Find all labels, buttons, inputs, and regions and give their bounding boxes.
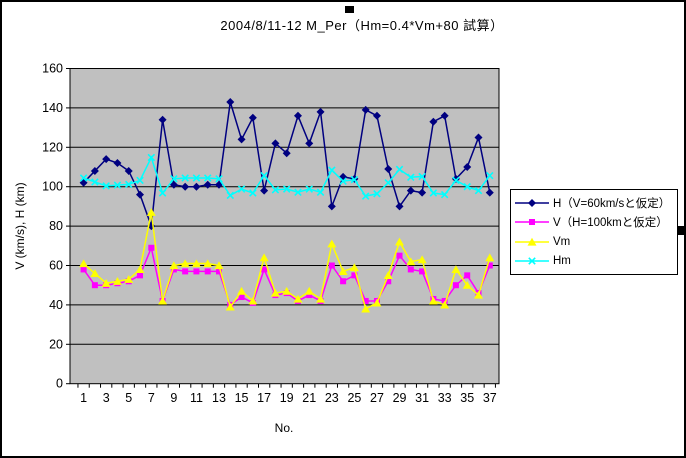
x-tick-label: 31 bbox=[415, 391, 429, 405]
x-tick-label: 15 bbox=[235, 391, 249, 405]
x-tick-label: 29 bbox=[393, 391, 407, 405]
legend-label: H（V=60km/sと仮定） bbox=[553, 197, 671, 210]
series-vm[interactable] bbox=[79, 208, 495, 313]
y-tick-label: 80 bbox=[49, 219, 63, 233]
y-tick-label: 100 bbox=[42, 180, 63, 194]
x-tick-label: 9 bbox=[170, 391, 177, 405]
legend-label: V（H=100kmと仮定） bbox=[553, 217, 668, 230]
selection-handle-top[interactable] bbox=[345, 6, 354, 13]
x-axis-title: No. bbox=[274, 421, 294, 435]
y-tick-label: 140 bbox=[42, 101, 63, 115]
x-tick-label: 25 bbox=[347, 391, 361, 405]
x-tick-label: 13 bbox=[212, 391, 226, 405]
x-tick-label: 27 bbox=[370, 391, 384, 405]
x-tick-label: 17 bbox=[257, 391, 271, 405]
legend-marker-x-icon bbox=[515, 257, 549, 266]
legend-marker-diamond-icon bbox=[515, 198, 549, 207]
legend-item-vm[interactable]: Vm bbox=[515, 233, 673, 251]
y-axis-title: V (km/s), H (km) bbox=[13, 182, 27, 270]
x-tick-label: 19 bbox=[280, 391, 294, 405]
y-tick-label: 0 bbox=[56, 377, 63, 391]
legend-label: Vm bbox=[553, 235, 571, 248]
y-tick-label: 40 bbox=[49, 298, 63, 312]
y-tick-label: 120 bbox=[42, 140, 63, 154]
legend-item-hm[interactable]: Hm bbox=[515, 252, 673, 270]
y-tick-label: 20 bbox=[49, 337, 63, 351]
series-hm[interactable] bbox=[79, 153, 494, 200]
legend-item-h[interactable]: H（V=60km/sと仮定） bbox=[515, 194, 673, 212]
y-tick-label: 60 bbox=[49, 259, 63, 273]
x-tick-label: 1 bbox=[80, 391, 87, 405]
x-tick-label: 23 bbox=[325, 391, 339, 405]
x-tick-label: 37 bbox=[483, 391, 497, 405]
x-tick-label: 7 bbox=[148, 391, 155, 405]
legend-marker-square-icon bbox=[515, 219, 549, 226]
legend-marker-triangle-icon bbox=[515, 237, 549, 246]
legend-label: Hm bbox=[553, 255, 571, 268]
x-tick-label: 3 bbox=[103, 391, 110, 405]
legend[interactable]: H（V=60km/sと仮定） V（H=100kmと仮定） Vm Hm bbox=[510, 189, 678, 275]
y-tick-label: 160 bbox=[42, 62, 63, 76]
x-tick-label: 21 bbox=[302, 391, 316, 405]
x-tick-label: 11 bbox=[190, 391, 203, 405]
legend-item-v[interactable]: V（H=100kmと仮定） bbox=[515, 213, 673, 231]
chart-title: 2004/8/11-12 M_Per（Hm=0.4*Vm+80 試算） bbox=[220, 18, 504, 33]
x-tick-label: 33 bbox=[438, 391, 452, 405]
selection-handle-right[interactable] bbox=[677, 226, 684, 235]
x-tick-label: 5 bbox=[125, 391, 132, 405]
x-tick-label: 35 bbox=[460, 391, 474, 405]
